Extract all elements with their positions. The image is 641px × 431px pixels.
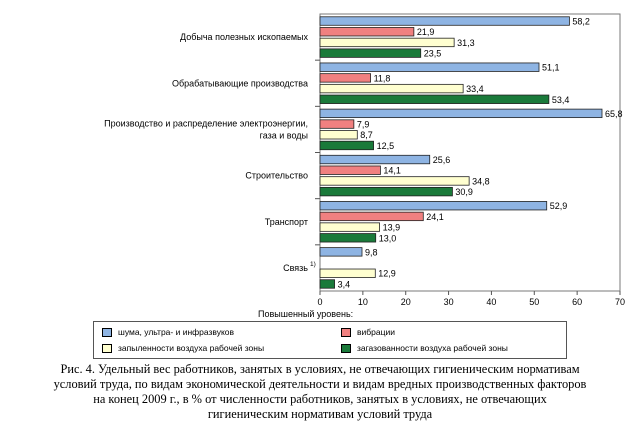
category-footnote: 1) <box>310 261 316 268</box>
bar <box>319 201 548 211</box>
category-label: Связь <box>283 263 308 273</box>
x-tick-label: 10 <box>358 297 368 307</box>
legend-swatch-dust <box>102 343 112 353</box>
category-label: Добыча полезных ископаемых <box>180 32 308 42</box>
legend-label-dust: запыленности воздуха рабочей зоны <box>118 343 265 353</box>
category-label: Строительство <box>245 171 308 181</box>
bar <box>319 83 464 94</box>
legend-swatch-vibration <box>341 327 351 337</box>
legend: шума, ультра- и инфразвуков вибрации зап… <box>93 321 567 359</box>
data-label: 58,2 <box>572 16 590 26</box>
data-label: 24,1 <box>426 212 444 222</box>
bar <box>319 48 422 58</box>
category-label: газа и воды <box>260 130 308 140</box>
legend-item-noise: шума, ультра- и инфразвуков <box>102 325 234 339</box>
x-axis: 0 10 20 30 40 50 60 70 <box>317 291 625 307</box>
caption-line: Рис. 4. Удельный вес работников, занятых… <box>60 362 580 376</box>
legend-swatch-gas <box>341 343 351 353</box>
category-label: Производство и распределение электроэнер… <box>104 118 308 128</box>
legend-label-noise: шума, ультра- и инфразвуков <box>118 327 235 337</box>
data-label: 23,5 <box>424 49 442 59</box>
data-label: 52,9 <box>550 201 568 211</box>
data-label: 3,4 <box>338 279 351 289</box>
data-label: 12,5 <box>377 141 395 151</box>
bar <box>319 140 374 151</box>
bar <box>319 165 381 175</box>
legend-item-gas: загазованности воздуха рабочей зоны <box>341 341 508 355</box>
data-label: 12,9 <box>378 269 396 279</box>
legend-label-gas: загазованности воздуха рабочей зоны <box>357 343 508 353</box>
x-axis-label: Повышенный уровень: <box>258 309 353 319</box>
x-tick-label: 40 <box>486 297 496 307</box>
caption-line: гигиеническим нормативам условий труда <box>207 407 433 421</box>
category-label: Транспорт <box>265 217 308 227</box>
x-tick-label: 50 <box>529 297 539 307</box>
bar <box>319 211 424 222</box>
x-tick-label: 60 <box>572 297 582 307</box>
bar <box>319 222 380 232</box>
legend-swatch-noise <box>102 327 112 337</box>
x-tick-label: 20 <box>401 297 411 307</box>
bar <box>319 233 377 243</box>
data-label: 21,9 <box>417 27 435 37</box>
bar <box>319 247 363 257</box>
data-label: 33,4 <box>466 84 484 94</box>
bar <box>319 130 358 140</box>
bar <box>319 94 550 104</box>
data-label: 13,9 <box>383 223 401 233</box>
bar <box>319 108 603 119</box>
x-tick-label: 70 <box>615 297 625 307</box>
bar <box>319 279 335 289</box>
legend-item-vibration: вибрации <box>341 325 395 339</box>
bar <box>319 268 376 278</box>
bar <box>319 154 431 165</box>
bar <box>319 73 371 83</box>
data-label: 31,3 <box>457 38 475 48</box>
data-label: 53,4 <box>552 95 570 105</box>
data-label: 30,9 <box>455 187 473 197</box>
data-label: 65,8 <box>605 109 623 119</box>
bars <box>319 16 603 289</box>
data-label: 9,8 <box>365 247 378 257</box>
x-tick-label: 0 <box>317 297 322 307</box>
data-label: 14,1 <box>383 166 401 176</box>
bar <box>319 119 355 129</box>
chart-frame <box>315 13 621 292</box>
data-label: 11,8 <box>374 73 391 83</box>
data-label: 34,8 <box>472 176 490 186</box>
bar <box>319 37 455 48</box>
data-label: 8,7 <box>360 130 373 140</box>
bar <box>319 176 470 186</box>
legend-item-dust: запыленности воздуха рабочей зоны <box>102 341 264 355</box>
data-label: 7,9 <box>357 120 370 130</box>
legend-label-vibration: вибрации <box>357 327 395 337</box>
caption-line: условий труда, по видам экономической де… <box>53 377 587 391</box>
bar <box>319 27 415 37</box>
category-label: Обрабатывающие производства <box>172 78 308 88</box>
bar <box>319 186 453 197</box>
value-labels: 58,2 21,9 31,3 23,5 51,1 11,8 33,4 53,4 65,8 7,98… <box>338 16 623 289</box>
caption-line: на конец 2009 г., в % от численности раб… <box>93 392 547 406</box>
data-label: 13,0 <box>379 233 397 243</box>
bar <box>319 16 570 26</box>
bar <box>319 62 540 72</box>
x-tick-label: 30 <box>444 297 454 307</box>
category-labels: Добыча полезных ископаемых Обрабатывающие… <box>104 32 316 273</box>
figure-caption: Рис. 4. Удельный вес работников, занятых… <box>20 362 620 422</box>
data-label: 25,6 <box>433 155 451 165</box>
data-label: 51,1 <box>542 63 560 73</box>
